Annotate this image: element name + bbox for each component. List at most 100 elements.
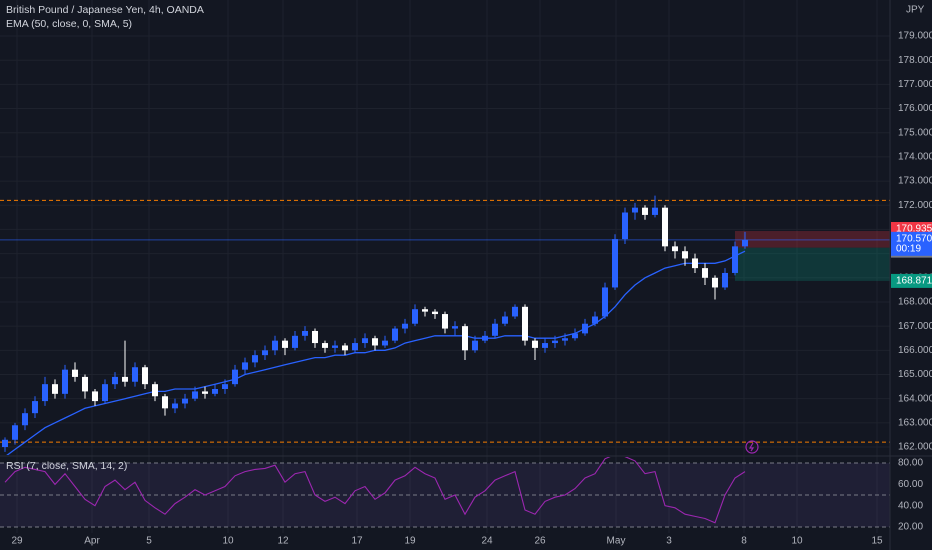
rsi-tick-label: 20.00 bbox=[898, 522, 923, 533]
x-tick-label: 29 bbox=[11, 536, 23, 547]
candle-body bbox=[572, 333, 578, 339]
candle-body bbox=[392, 328, 398, 341]
currency: JPY bbox=[906, 5, 925, 16]
candle-body bbox=[62, 369, 68, 394]
candle-body bbox=[682, 251, 688, 259]
y-tick-label: 173.000 bbox=[898, 176, 932, 187]
candle-body bbox=[662, 207, 668, 247]
y-tick-label: 174.000 bbox=[898, 152, 932, 163]
candle-body bbox=[472, 340, 478, 351]
candle-body bbox=[32, 401, 38, 414]
alert-icon[interactable] bbox=[745, 440, 759, 454]
y-tick-label: 175.000 bbox=[898, 127, 932, 138]
candle-body bbox=[462, 326, 468, 351]
x-tick-label: 5 bbox=[146, 536, 152, 547]
y-tick-label: 172.000 bbox=[898, 200, 932, 211]
candle-body bbox=[122, 376, 128, 382]
candle-body bbox=[342, 345, 348, 351]
candle-body bbox=[632, 207, 638, 213]
stop-label: 170.935 bbox=[896, 224, 932, 235]
candle-body bbox=[542, 343, 548, 348]
countdown-label: 00:19 bbox=[896, 243, 921, 254]
y-tick-label: 178.000 bbox=[898, 55, 932, 66]
candle-body bbox=[672, 246, 678, 252]
rsi-tick-label: 80.00 bbox=[898, 458, 923, 469]
y-tick-label: 163.000 bbox=[898, 417, 932, 428]
current-price-box bbox=[891, 231, 932, 256]
candle-body bbox=[552, 340, 558, 344]
risk-zone bbox=[735, 231, 890, 248]
candle-body bbox=[172, 403, 178, 409]
candle-body bbox=[42, 384, 48, 402]
candle-body bbox=[332, 345, 338, 348]
candle-body bbox=[502, 316, 508, 324]
reward-zone bbox=[735, 247, 890, 281]
candle-body bbox=[222, 384, 228, 389]
x-tick-label: 24 bbox=[481, 536, 493, 547]
candle-body bbox=[612, 239, 618, 288]
candle-body bbox=[322, 343, 328, 348]
y-tick-label: 165.000 bbox=[898, 369, 932, 380]
candle-body bbox=[142, 367, 148, 385]
candle-body bbox=[272, 340, 278, 351]
candle-body bbox=[492, 323, 498, 336]
y-tick-label: 164.000 bbox=[898, 393, 932, 404]
x-tick-label: 8 bbox=[741, 536, 747, 547]
chart-title: British Pound / Japanese Yen, 4h, OANDA bbox=[6, 4, 204, 16]
candle-body bbox=[512, 306, 518, 317]
candle-body bbox=[192, 391, 198, 399]
target-box bbox=[891, 273, 932, 288]
candle-body bbox=[232, 369, 238, 385]
candle-body bbox=[92, 391, 98, 402]
price-pane bbox=[0, 195, 890, 455]
candle-body bbox=[702, 268, 708, 278]
candle-body bbox=[422, 309, 428, 312]
candle-body bbox=[282, 340, 288, 348]
candle-body bbox=[712, 277, 718, 288]
candle-body bbox=[452, 326, 458, 329]
y-tick-label: 179.000 bbox=[898, 31, 932, 42]
candle-body bbox=[212, 388, 218, 394]
candle-body bbox=[582, 323, 588, 334]
rsi-pane bbox=[0, 457, 890, 528]
candle-body bbox=[642, 207, 648, 215]
candle-body bbox=[352, 343, 358, 351]
y-tick-label: 166.000 bbox=[898, 345, 932, 356]
ema-legend: EMA (50, close, 0, SMA, 5) bbox=[6, 18, 132, 30]
y-tick-label: 168.000 bbox=[898, 297, 932, 308]
candle-body bbox=[532, 340, 538, 348]
candle-body bbox=[522, 306, 528, 341]
x-tick-label: 26 bbox=[534, 536, 546, 547]
candle-body bbox=[152, 384, 158, 397]
candle-body bbox=[622, 212, 628, 240]
candle-body bbox=[722, 272, 728, 288]
target-label: 168.871 bbox=[896, 276, 932, 287]
candle-body bbox=[182, 398, 188, 404]
candle-body bbox=[202, 391, 208, 394]
candle-body bbox=[22, 413, 28, 426]
candle-body bbox=[742, 239, 748, 247]
axes: 29 Apr 5 10 12 17 19 24 26 May 3 8 10 15 162.000 163.00… bbox=[11, 31, 932, 547]
x-tick-label: 12 bbox=[277, 536, 289, 547]
candle-body bbox=[12, 425, 18, 440]
candle-body bbox=[362, 338, 368, 344]
x-tick-label: 19 bbox=[404, 536, 416, 547]
candle-body bbox=[112, 376, 118, 385]
candle-body bbox=[482, 335, 488, 341]
candle-body bbox=[52, 384, 58, 394]
x-tick-label: Apr bbox=[84, 536, 100, 547]
candle-body bbox=[2, 439, 8, 448]
candle-body bbox=[262, 350, 268, 356]
candle-body bbox=[82, 376, 88, 392]
y-tick-label: 177.000 bbox=[898, 79, 932, 90]
candle-body bbox=[412, 309, 418, 324]
candle-body bbox=[72, 369, 78, 377]
x-tick-label: 15 bbox=[871, 536, 883, 547]
candle-body bbox=[242, 362, 248, 370]
current-price-label: 170.570 bbox=[896, 233, 932, 244]
candle-body bbox=[372, 338, 378, 346]
candle-body bbox=[562, 338, 568, 341]
candle-body bbox=[132, 367, 138, 382]
x-tick-label: 17 bbox=[351, 536, 363, 547]
